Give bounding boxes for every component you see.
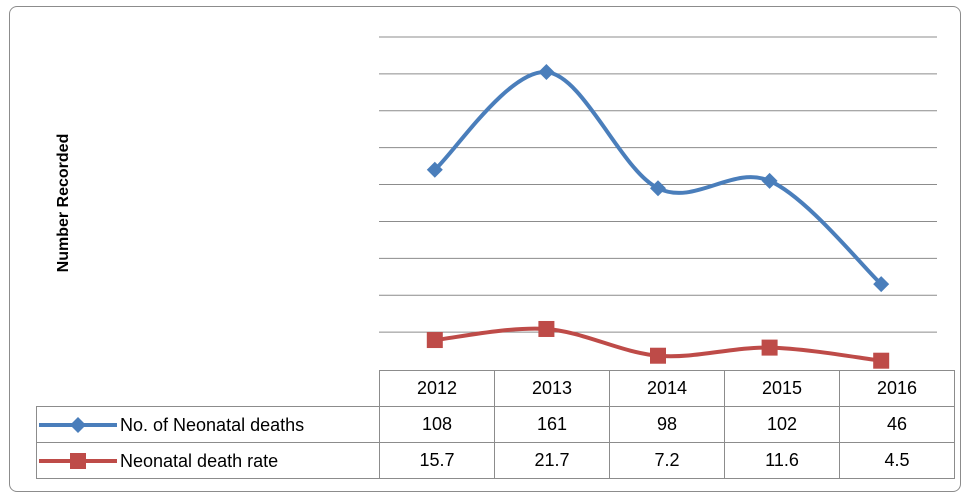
data-point — [761, 172, 778, 189]
category-label-2013: 2013 — [494, 370, 610, 407]
category-label-2014: 2014 — [609, 370, 725, 407]
legend-entry-neonatal-deaths: No. of Neonatal deaths — [36, 406, 380, 443]
legend-label-neonatal-deaths: No. of Neonatal deaths — [120, 414, 305, 435]
data-label: 15.7 — [379, 442, 495, 479]
data-point — [538, 320, 555, 337]
series-row-neonatal-deaths: No. of Neonatal deaths 108 161 98 102 46 — [36, 406, 955, 443]
data-point — [650, 347, 666, 364]
data-point — [426, 332, 443, 349]
category-label-2012: 2012 — [379, 370, 495, 407]
category-label-2016: 2016 — [839, 370, 955, 407]
series-layer — [426, 64, 890, 369]
data-point — [426, 161, 443, 178]
data-label: 161 — [494, 406, 610, 443]
category-label-2015: 2015 — [724, 370, 840, 407]
table-corner — [36, 370, 380, 407]
y-axis-title-text: Number Recorded — [55, 133, 72, 273]
data-point — [873, 352, 890, 369]
data-label: 7.2 — [609, 442, 725, 479]
legend-key-neonatal-deaths — [39, 416, 117, 433]
data-point — [761, 339, 778, 356]
data-label: 98 — [609, 406, 725, 443]
data-label: 11.6 — [724, 442, 840, 479]
data-label: 46 — [839, 406, 955, 443]
data-label: 21.7 — [494, 442, 610, 479]
data-point — [873, 276, 890, 293]
series-row-neonatal-death-rate: Neonatal death rate 15.7 21.7 7.2 11.6 4… — [36, 442, 955, 479]
data-label: 4.5 — [839, 442, 955, 479]
data-label: 102 — [724, 406, 840, 443]
data-point — [538, 64, 555, 81]
legend-label-neonatal-death-rate: Neonatal death rate — [120, 450, 279, 471]
category-row: 2012 2013 2014 2015 2016 — [36, 370, 955, 407]
data-point — [650, 180, 666, 197]
legend-entry-neonatal-death-rate: Neonatal death rate — [36, 442, 380, 479]
data-table: 2012 2013 2014 2015 2016 No. of Neonatal… — [36, 370, 955, 479]
gridlines — [379, 36, 937, 333]
series-line-0 — [432, 70, 884, 287]
legend-key-neonatal-death-rate — [39, 452, 117, 469]
data-label: 108 — [379, 406, 495, 443]
